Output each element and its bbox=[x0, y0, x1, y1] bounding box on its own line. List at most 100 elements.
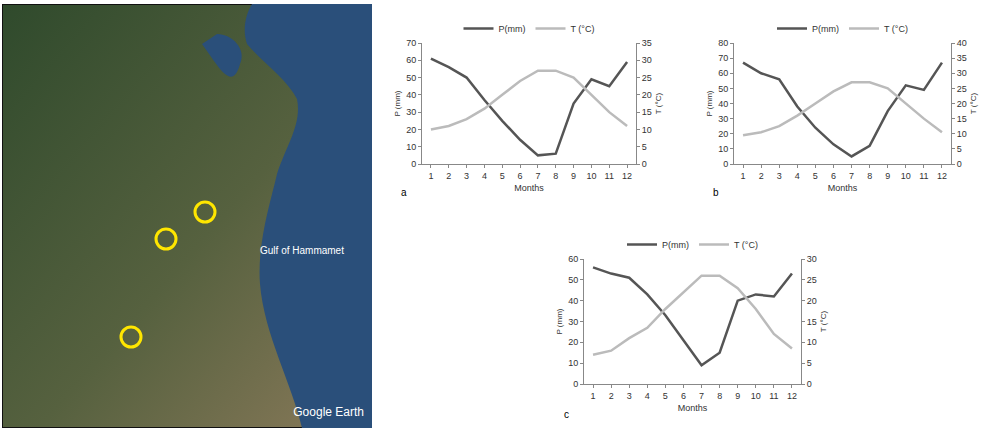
svg-text:Months: Months bbox=[514, 183, 544, 193]
svg-text:50: 50 bbox=[406, 73, 416, 83]
svg-text:20: 20 bbox=[957, 99, 967, 109]
svg-text:4: 4 bbox=[645, 391, 650, 401]
svg-text:10: 10 bbox=[642, 125, 652, 135]
svg-text:35: 35 bbox=[642, 38, 652, 48]
svg-text:4: 4 bbox=[795, 171, 800, 181]
svg-text:20: 20 bbox=[642, 90, 652, 100]
svg-text:9: 9 bbox=[735, 391, 740, 401]
svg-text:25: 25 bbox=[957, 84, 967, 94]
svg-text:5: 5 bbox=[663, 391, 668, 401]
svg-text:a: a bbox=[401, 187, 407, 198]
svg-text:7: 7 bbox=[699, 391, 704, 401]
svg-text:3: 3 bbox=[464, 171, 469, 181]
svg-text:20: 20 bbox=[807, 296, 817, 306]
svg-text:9: 9 bbox=[571, 171, 576, 181]
svg-text:5: 5 bbox=[642, 142, 647, 152]
svg-text:5: 5 bbox=[957, 144, 962, 154]
svg-text:1: 1 bbox=[428, 171, 433, 181]
svg-text:15: 15 bbox=[807, 317, 817, 327]
svg-text:1: 1 bbox=[741, 171, 746, 181]
svg-text:3: 3 bbox=[777, 171, 782, 181]
svg-text:10: 10 bbox=[718, 144, 728, 154]
svg-text:5: 5 bbox=[500, 171, 505, 181]
svg-text:b: b bbox=[713, 187, 719, 198]
svg-text:40: 40 bbox=[718, 99, 728, 109]
svg-text:50: 50 bbox=[568, 275, 578, 285]
svg-text:25: 25 bbox=[642, 73, 652, 83]
svg-text:5: 5 bbox=[807, 358, 812, 368]
svg-text:6: 6 bbox=[518, 171, 523, 181]
svg-text:30: 30 bbox=[807, 254, 817, 264]
svg-text:T (°C): T (°C) bbox=[969, 93, 978, 115]
svg-text:P (mm): P (mm) bbox=[393, 90, 402, 116]
svg-text:T (°C): T (°C) bbox=[571, 24, 595, 34]
svg-text:20: 20 bbox=[718, 129, 728, 139]
svg-text:10: 10 bbox=[406, 142, 416, 152]
svg-text:11: 11 bbox=[769, 391, 778, 401]
svg-text:8: 8 bbox=[717, 391, 722, 401]
svg-text:10: 10 bbox=[957, 129, 967, 139]
svg-text:2: 2 bbox=[446, 171, 451, 181]
svg-text:12: 12 bbox=[937, 171, 947, 181]
svg-text:50: 50 bbox=[718, 84, 728, 94]
svg-text:0: 0 bbox=[807, 379, 812, 389]
svg-text:1: 1 bbox=[591, 391, 596, 401]
svg-text:3: 3 bbox=[627, 391, 632, 401]
svg-text:4: 4 bbox=[482, 171, 487, 181]
svg-text:15: 15 bbox=[642, 107, 652, 117]
svg-text:Months: Months bbox=[828, 183, 858, 193]
svg-text:10: 10 bbox=[568, 358, 578, 368]
svg-text:11: 11 bbox=[919, 171, 928, 181]
svg-text:P (mm): P (mm) bbox=[705, 90, 714, 116]
svg-text:8: 8 bbox=[867, 171, 872, 181]
svg-text:20: 20 bbox=[406, 125, 416, 135]
svg-text:40: 40 bbox=[568, 296, 578, 306]
svg-text:6: 6 bbox=[831, 171, 836, 181]
svg-text:40: 40 bbox=[406, 90, 416, 100]
svg-text:Gulf of Hammamet: Gulf of Hammamet bbox=[260, 245, 344, 256]
svg-text:P(mm): P(mm) bbox=[499, 24, 526, 34]
svg-text:0: 0 bbox=[411, 159, 416, 169]
svg-text:10: 10 bbox=[586, 171, 596, 181]
svg-text:T (°C): T (°C) bbox=[819, 311, 828, 333]
svg-text:7: 7 bbox=[849, 171, 854, 181]
svg-text:11: 11 bbox=[605, 171, 614, 181]
svg-text:0: 0 bbox=[573, 379, 578, 389]
svg-text:7: 7 bbox=[535, 171, 540, 181]
svg-text:15: 15 bbox=[957, 114, 967, 124]
svg-text:10: 10 bbox=[751, 391, 761, 401]
svg-text:12: 12 bbox=[787, 391, 797, 401]
svg-text:10: 10 bbox=[807, 337, 817, 347]
svg-text:25: 25 bbox=[807, 275, 817, 285]
svg-text:70: 70 bbox=[718, 53, 728, 63]
svg-text:c: c bbox=[564, 409, 569, 420]
svg-text:8: 8 bbox=[553, 171, 558, 181]
svg-text:60: 60 bbox=[568, 254, 578, 264]
svg-text:Google Earth: Google Earth bbox=[293, 405, 364, 419]
svg-text:Months: Months bbox=[678, 403, 708, 413]
svg-text:P (mm): P (mm) bbox=[555, 308, 564, 334]
svg-text:40: 40 bbox=[957, 38, 967, 48]
svg-text:30: 30 bbox=[406, 107, 416, 117]
svg-text:0: 0 bbox=[957, 159, 962, 169]
svg-text:T (°C): T (°C) bbox=[654, 93, 663, 115]
svg-text:0: 0 bbox=[723, 159, 728, 169]
svg-text:P(mm): P(mm) bbox=[662, 240, 689, 250]
svg-text:70: 70 bbox=[406, 38, 416, 48]
svg-text:10: 10 bbox=[901, 171, 911, 181]
svg-text:30: 30 bbox=[957, 68, 967, 78]
svg-text:P(mm): P(mm) bbox=[812, 24, 839, 34]
svg-text:30: 30 bbox=[642, 55, 652, 65]
svg-text:T (°C): T (°C) bbox=[884, 24, 908, 34]
svg-text:80: 80 bbox=[718, 38, 728, 48]
svg-text:12: 12 bbox=[622, 171, 632, 181]
svg-text:5: 5 bbox=[813, 171, 818, 181]
svg-text:2: 2 bbox=[759, 171, 764, 181]
svg-text:9: 9 bbox=[885, 171, 890, 181]
svg-text:2: 2 bbox=[609, 391, 614, 401]
svg-text:0: 0 bbox=[642, 159, 647, 169]
svg-text:35: 35 bbox=[957, 53, 967, 63]
svg-text:T (°C): T (°C) bbox=[734, 240, 758, 250]
svg-text:60: 60 bbox=[406, 55, 416, 65]
svg-text:6: 6 bbox=[681, 391, 686, 401]
